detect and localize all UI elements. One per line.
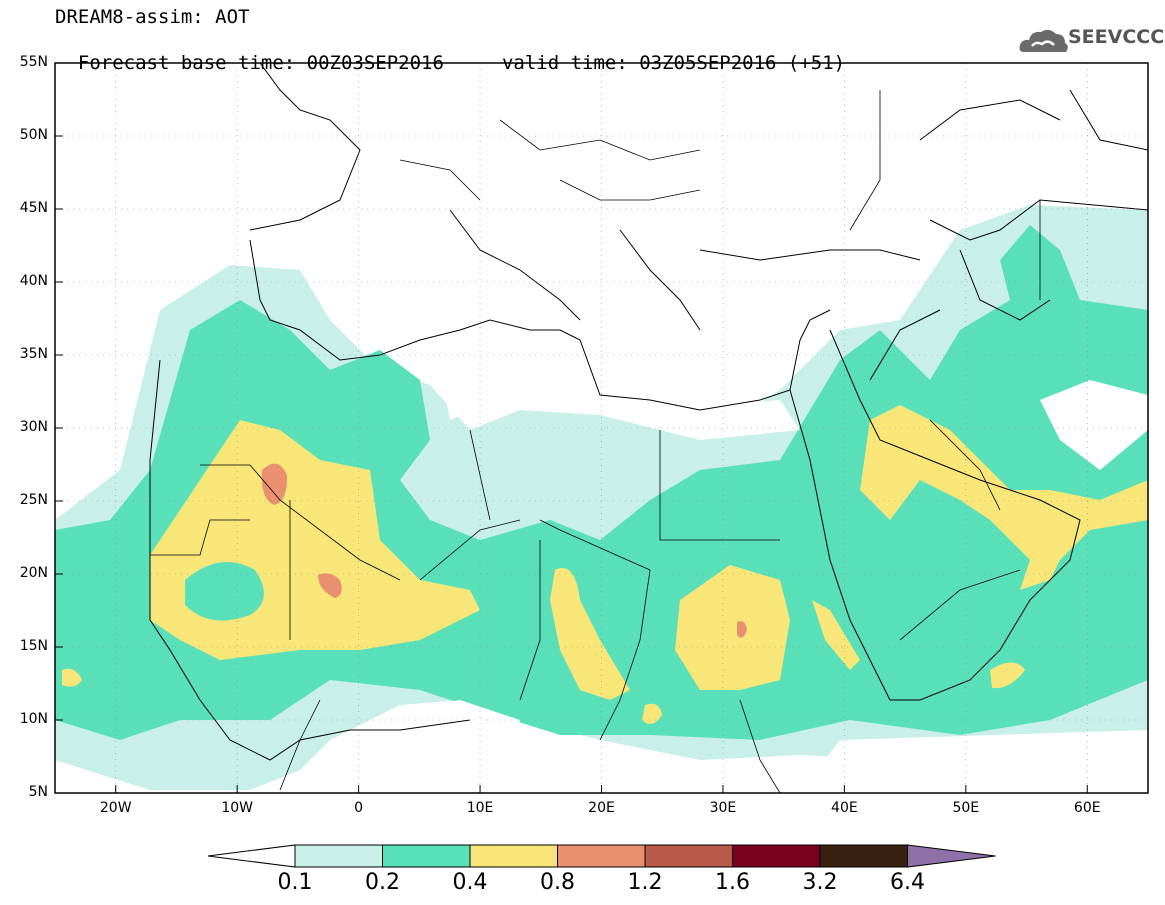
colorbar-label: 1.6 [715, 870, 750, 895]
y-tick-label: 15N [19, 638, 48, 654]
cloud-icon [1019, 29, 1068, 52]
y-tick-label: 20N [19, 565, 48, 581]
y-tick-label: 40N [19, 273, 48, 289]
y-tick-label: 45N [19, 200, 48, 216]
x-tick-label: 20W [99, 800, 132, 816]
x-tick-label: 50E [952, 800, 980, 816]
y-tick-label: 35N [19, 346, 48, 362]
y-tick-label: 10N [19, 711, 48, 727]
aot-contour-0.4-chad [550, 568, 630, 700]
x-tick-label: 10E [466, 800, 494, 816]
aot-contour-0.8 [261, 463, 288, 505]
colorbar-label: 0.8 [540, 870, 575, 895]
colorbar-label: 3.2 [802, 870, 838, 895]
aot-contour-0.4-sudan [675, 565, 790, 690]
map-title: DREAM8-assim: AOT [55, 6, 250, 28]
colorbar-label: 0.4 [452, 870, 488, 895]
y-tick-label: 25N [19, 492, 48, 508]
y-tick-label: 30N [19, 419, 48, 435]
colorbar-label: 1.2 [627, 870, 663, 895]
x-tick-label: 0 [354, 800, 364, 816]
x-tick-label: 30E [709, 800, 737, 816]
y-tick-label: 50N [19, 127, 48, 143]
x-tick-label: 20E [588, 800, 615, 816]
y-tick-label: 5N [28, 784, 48, 800]
country-borders [150, 90, 1041, 793]
colorbar-label: 6.4 [890, 870, 925, 895]
colorbar-label: 0.1 [277, 870, 313, 895]
x-tick-label: 40E [831, 800, 858, 816]
y-tick-label: 55N [19, 54, 48, 70]
x-tick-label: 60E [1073, 800, 1101, 816]
logo-text: SEEVCCC [1068, 26, 1165, 48]
x-tick-label: 10W [221, 800, 253, 816]
aot-contour-0.4-arabia [860, 405, 1148, 590]
colorbar-label: 0.2 [365, 870, 400, 895]
